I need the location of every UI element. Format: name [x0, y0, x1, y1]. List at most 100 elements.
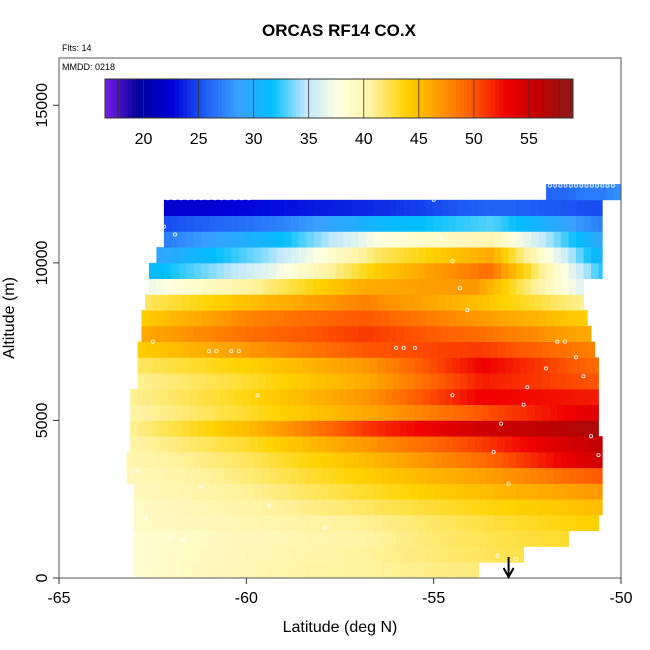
heatmap-cell [561, 310, 569, 327]
track-marker [135, 468, 140, 473]
heatmap-cell [426, 562, 435, 578]
heatmap-cell [508, 262, 517, 280]
heatmap-cell [564, 294, 573, 311]
heatmap-cell [456, 467, 465, 484]
track-marker [418, 193, 423, 198]
heatmap-cell [231, 467, 240, 484]
heatmap-cell [384, 341, 393, 358]
heatmap-cell [362, 436, 371, 453]
heatmap-cell [373, 514, 382, 532]
heatmap-cell [561, 262, 569, 280]
heatmap-cell [531, 483, 539, 500]
heatmap-cell [201, 262, 210, 280]
colorbar-swatch [186, 79, 192, 118]
heatmap-cell [354, 436, 363, 453]
heatmap-cell [411, 247, 420, 264]
heatmap-cell [403, 325, 412, 343]
heatmap-cell [295, 420, 303, 437]
heatmap-cell [519, 341, 528, 358]
heatmap-cell [321, 483, 330, 500]
heatmap-cell [212, 420, 221, 437]
heatmap-cell [130, 388, 139, 406]
heatmap-cell [332, 357, 341, 374]
heatmap-cell [167, 357, 176, 374]
heatmap-cell [587, 404, 596, 421]
heatmap-cell [381, 310, 390, 327]
heatmap-cell [467, 341, 476, 358]
heatmap-cell [561, 451, 569, 469]
heatmap-cell [201, 546, 210, 563]
heatmap-cell [369, 294, 378, 311]
colorbar-swatch [405, 79, 410, 118]
heatmap-cell [343, 451, 352, 469]
heatmap-cell [561, 215, 569, 232]
heatmap-cell [456, 546, 465, 563]
heatmap-cell [456, 325, 465, 343]
heatmap-cell [403, 483, 412, 500]
heatmap-cell [426, 451, 435, 469]
heatmap-cell [561, 499, 569, 516]
heatmap-cell [205, 357, 214, 374]
heatmap-cell [486, 514, 495, 532]
heatmap-cell [287, 436, 296, 453]
heatmap-cell [508, 215, 517, 232]
heatmap-cell [474, 373, 483, 390]
heatmap-cell [332, 388, 341, 406]
heatmap-cell [287, 357, 296, 374]
colorbar-swatch [522, 79, 527, 118]
heatmap-cell [238, 215, 247, 232]
x-tick-label: -60 [235, 590, 258, 607]
heatmap-cell [216, 215, 225, 232]
heatmap-cell [171, 325, 180, 343]
heatmap-cell [519, 420, 528, 437]
heatmap-cell [265, 373, 273, 390]
track-marker [499, 421, 504, 426]
heatmap-cell [160, 294, 169, 311]
heatmap-cell [133, 514, 142, 532]
colorbar-swatch [428, 79, 434, 118]
heatmap-cell [246, 262, 255, 280]
heatmap-cell [193, 546, 202, 563]
heatmap-cell [381, 451, 390, 469]
heatmap-cell [268, 546, 277, 563]
heatmap-cell [564, 341, 573, 358]
heatmap-cell [201, 278, 210, 295]
heatmap-cell [429, 341, 438, 358]
heatmap-cell [223, 514, 232, 532]
heatmap-cell [175, 436, 184, 453]
heatmap-cell [396, 467, 405, 484]
heatmap-cell [538, 530, 547, 547]
heatmap-cell [171, 514, 180, 532]
heatmap-cell [568, 310, 577, 327]
heatmap-cell [403, 562, 412, 578]
heatmap-cell [261, 278, 270, 295]
heatmap-cell [557, 436, 566, 453]
track-marker [558, 183, 563, 188]
heatmap-cell [250, 404, 258, 421]
heatmap-cell [448, 262, 457, 280]
heatmap-cell [261, 562, 270, 578]
heatmap-cell [231, 451, 240, 469]
colorbar-swatch [327, 79, 332, 118]
y-tick-label: 0 [34, 573, 51, 582]
heatmap-cell [220, 404, 228, 421]
heatmap-cell [193, 247, 202, 264]
heatmap-cell [246, 310, 255, 327]
heatmap-cell [231, 310, 240, 327]
heatmap-cell [141, 546, 150, 563]
heatmap-cell [227, 420, 236, 437]
heatmap-cell [340, 404, 348, 421]
heatmap-cell [268, 499, 277, 516]
heatmap-cell [568, 499, 577, 516]
heatmap-cell [358, 278, 367, 295]
heatmap-cell [531, 530, 539, 547]
heatmap-cell [235, 388, 243, 406]
heatmap-cell [553, 184, 562, 201]
heatmap-cell [531, 499, 539, 516]
track-marker [600, 183, 605, 188]
heatmap-cell [220, 294, 228, 311]
track-marker [450, 393, 455, 398]
heatmap-cell [358, 514, 367, 532]
heatmap-cell [403, 467, 412, 484]
heatmap-cell [167, 294, 176, 311]
